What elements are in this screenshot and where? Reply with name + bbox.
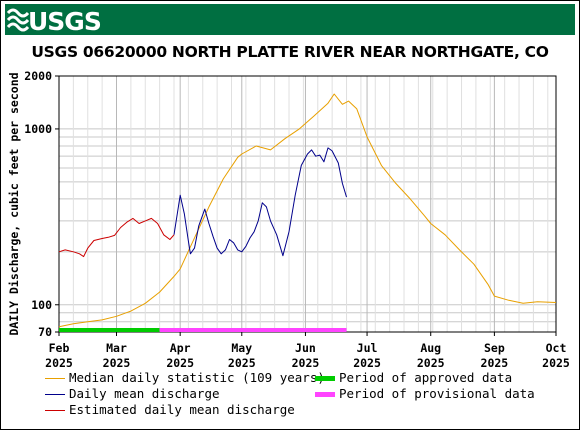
period-bar-provisional xyxy=(159,328,347,332)
series-line-median xyxy=(58,93,557,328)
chart-legend: Median daily statistic (109 years) Daily… xyxy=(45,370,565,420)
plot-area xyxy=(59,76,556,332)
legend-item-provisional: Period of provisional data xyxy=(315,386,535,402)
logo-text: USGS xyxy=(28,7,101,35)
period-bar-approved xyxy=(59,328,160,332)
x-tick-month: Jun xyxy=(295,341,316,355)
x-tick-year: 2025 xyxy=(166,356,194,370)
x-tick-year: 2025 xyxy=(353,356,381,370)
legend-swatch-median xyxy=(45,378,65,379)
legend-swatch-provisional xyxy=(315,392,335,397)
y-tick-label: 100 xyxy=(31,298,52,312)
legend-label-estimated: Estimated daily mean discharge xyxy=(69,402,295,417)
x-tick-month: May xyxy=(231,341,252,355)
x-tick-year: 2025 xyxy=(542,356,570,370)
legend-item-median: Median daily statistic (109 years) xyxy=(45,370,325,386)
y-axis-label: DAILY Discharge, cubic feet per second xyxy=(7,72,21,335)
legend-label-median: Median daily statistic (109 years) xyxy=(69,370,325,385)
legend-item-estimated: Estimated daily mean discharge xyxy=(45,402,295,418)
header-banner xyxy=(5,4,575,35)
x-tick-month: Feb xyxy=(49,341,70,355)
legend-item-daily-mean: Daily mean discharge xyxy=(45,386,220,402)
legend-item-approved: Period of approved data xyxy=(315,370,512,386)
x-tick-year: 2025 xyxy=(292,356,320,370)
y-tick-label: 2000 xyxy=(24,69,52,83)
x-tick-month: Sep xyxy=(484,341,505,355)
legend-swatch-daily-mean xyxy=(45,394,65,395)
legend-label-approved: Period of approved data xyxy=(339,370,513,385)
legend-label-provisional: Period of provisional data xyxy=(339,386,535,401)
x-tick-month: Oct xyxy=(546,341,567,355)
x-tick-year: 2025 xyxy=(103,356,131,370)
x-tick-month: Aug xyxy=(420,341,441,355)
x-tick-year: 2025 xyxy=(228,356,256,370)
series-line-estimated xyxy=(58,217,175,258)
series-line-daily-mean xyxy=(173,147,347,257)
legend-swatch-estimated xyxy=(45,410,65,411)
x-tick-month: Apr xyxy=(170,341,191,355)
x-tick-year: 2025 xyxy=(417,356,445,370)
usgs-logo[interactable]: USGS xyxy=(5,4,105,35)
x-tick-month: Mar xyxy=(106,341,127,355)
chart-title: USGS 06620000 NORTH PLATTE RIVER NEAR NO… xyxy=(31,43,549,61)
usgs-wave-icon xyxy=(6,8,30,32)
y-tick-label: 70 xyxy=(38,325,52,339)
legend-label-daily-mean: Daily mean discharge xyxy=(69,386,220,401)
legend-swatch-approved xyxy=(315,376,335,381)
y-tick-label: 1000 xyxy=(24,122,52,136)
x-tick-year: 2025 xyxy=(481,356,509,370)
x-tick-year: 2025 xyxy=(45,356,73,370)
x-tick-month: Jul xyxy=(357,341,378,355)
